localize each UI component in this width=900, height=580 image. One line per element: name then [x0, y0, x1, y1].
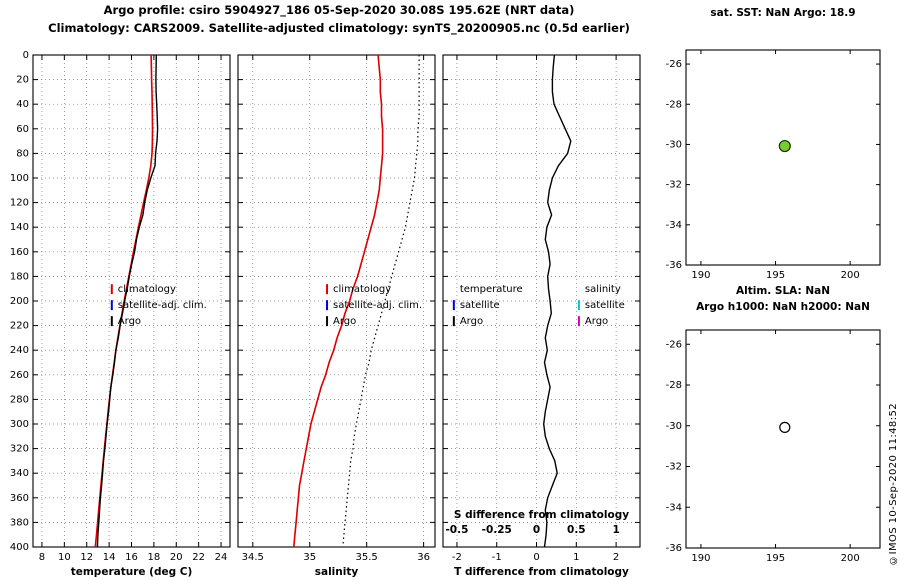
depth-tick-label: 320	[10, 444, 29, 455]
map-x-tick-label: 195	[766, 553, 785, 564]
map-y-tick-label: -28	[666, 380, 682, 391]
map-y-tick-label: -36	[666, 543, 682, 554]
depth-tick-label: 300	[10, 419, 29, 430]
x-tick-label: 35.5	[356, 552, 378, 563]
depth-tick-label: 240	[10, 345, 29, 356]
legend-label: climatology	[118, 284, 176, 295]
map-title: Argo h1000: NaN h2000: NaN	[696, 301, 870, 313]
inner-axis-tick-label: -0.25	[482, 524, 512, 536]
depth-tick-label: 180	[10, 271, 29, 282]
depth-tick-label: 0	[23, 50, 29, 61]
x-tick-label: 0	[533, 552, 539, 563]
legend-label: Argo	[460, 316, 483, 327]
x-tick-label: 1	[573, 552, 579, 563]
series-climatology	[293, 54, 384, 548]
map-title: Altim. SLA: NaN	[736, 285, 830, 297]
depth-tick-label: 80	[16, 148, 29, 159]
x-tick-label: 16	[125, 552, 138, 563]
inner-axis-tick-label: 0	[533, 524, 540, 536]
figure-subtitle: Climatology: CARS2009. Satellite-adjuste…	[48, 21, 630, 35]
x-tick-label: 14	[103, 552, 116, 563]
depth-tick-label: 380	[10, 517, 29, 528]
x-axis-label: T difference from climatology	[454, 566, 629, 578]
float-position-marker	[779, 421, 791, 433]
series-argo-t-diff	[542, 54, 572, 548]
x-tick-label: -2	[452, 552, 462, 563]
watermark: ©IMOS 10-Sep-2020 11:48:52	[888, 403, 899, 566]
depth-tick-label: 60	[16, 124, 29, 135]
x-tick-label: 36	[417, 552, 430, 563]
x-tick-label: 35	[303, 552, 316, 563]
map-y-tick-label: -30	[666, 421, 682, 432]
map-title: sat. SST: NaN Argo: 18.9	[710, 7, 855, 19]
depth-tick-label: 40	[16, 99, 29, 110]
legend-label: Argo	[118, 316, 141, 327]
inner-axis-tick-label: -0.5	[445, 524, 468, 536]
inner-axis-tick-label: 0.5	[567, 524, 586, 536]
x-tick-label: 8	[39, 552, 45, 563]
legend-label: climatology	[333, 284, 391, 295]
legend-label: salinity	[585, 284, 621, 295]
x-tick-label: 22	[192, 552, 205, 563]
map-y-tick-label: -28	[666, 99, 682, 110]
map-y-tick-label: -26	[666, 339, 682, 350]
x-tick-label: 20	[170, 552, 183, 563]
legend-label: Argo	[333, 316, 356, 327]
map-y-tick-label: -34	[666, 220, 682, 231]
depth-tick-label: 20	[16, 75, 29, 86]
x-tick-label: 24	[215, 552, 228, 563]
x-axis-label: temperature (deg C)	[71, 566, 193, 578]
series-argo	[342, 55, 420, 548]
legend-label: Argo	[585, 316, 608, 327]
map-frame	[685, 329, 881, 549]
depth-tick-label: 340	[10, 468, 29, 479]
map-y-tick-label: -30	[666, 139, 682, 150]
depth-tick-label: 260	[10, 370, 29, 381]
legend-label: temperature	[460, 284, 523, 295]
x-tick-label: 2	[613, 552, 619, 563]
map-y-tick-label: -32	[666, 462, 682, 473]
x-tick-label: 18	[148, 552, 161, 563]
depth-tick-label: 360	[10, 493, 29, 504]
legend-label: satellite-adj. clim.	[333, 300, 422, 311]
legend-label: satellite	[460, 300, 500, 311]
map-y-tick-label: -36	[666, 260, 682, 271]
float-position-marker	[778, 139, 791, 153]
x-axis-label: salinity	[315, 566, 359, 578]
map-x-tick-label: 200	[841, 553, 860, 564]
x-tick-label: 10	[58, 552, 71, 563]
map-x-tick-label: 195	[766, 270, 785, 281]
map-x-tick-label: 190	[691, 553, 710, 564]
depth-tick-label: 140	[10, 222, 29, 233]
depth-tick-label: 120	[10, 198, 29, 209]
depth-tick-label: 280	[10, 394, 29, 405]
depth-tick-label: 160	[10, 247, 29, 258]
depth-tick-label: 400	[10, 542, 29, 553]
map-y-tick-label: -26	[666, 59, 682, 70]
x-tick-label: 34.5	[242, 552, 264, 563]
map-y-tick-label: -32	[666, 180, 682, 191]
figure-title: Argo profile: csiro 5904927_186 05-Sep-2…	[103, 3, 575, 17]
map-frame	[685, 49, 881, 266]
inner-axis-label: S difference from climatology	[454, 509, 629, 521]
inner-axis-tick-label: 1	[612, 524, 619, 536]
map-y-tick-label: -34	[666, 502, 682, 513]
series-argo	[96, 54, 159, 548]
x-tick-label: 12	[80, 552, 93, 563]
depth-tick-label: 100	[10, 173, 29, 184]
legend-label: satellite	[585, 300, 625, 311]
legend-label: satellite-adj. clim.	[118, 300, 207, 311]
depth-tick-label: 200	[10, 296, 29, 307]
map-x-tick-label: 200	[841, 270, 860, 281]
x-tick-label: -1	[492, 552, 502, 563]
map-x-tick-label: 190	[691, 270, 710, 281]
depth-tick-label: 220	[10, 321, 29, 332]
